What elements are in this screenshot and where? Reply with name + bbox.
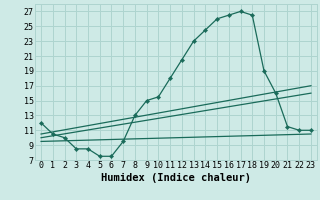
X-axis label: Humidex (Indice chaleur): Humidex (Indice chaleur) (101, 173, 251, 183)
